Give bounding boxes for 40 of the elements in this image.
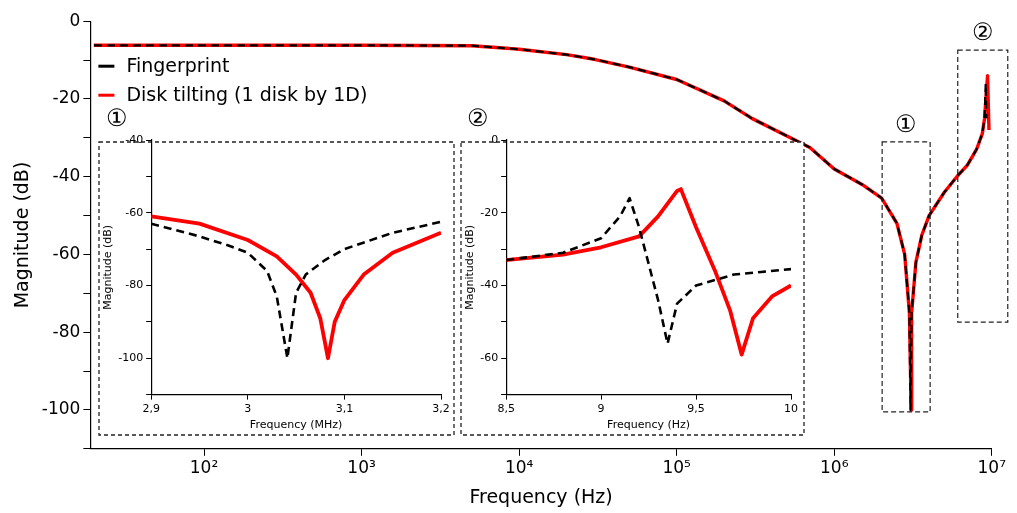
- annotation: ②: [971, 18, 994, 47]
- y-tick-label: -60: [52, 242, 81, 263]
- x-tick-label: 9,5: [687, 402, 705, 416]
- x-tick-label: 3,1: [335, 402, 354, 416]
- y-tick-label: -60: [125, 205, 144, 219]
- y-tick-label: -20: [480, 205, 499, 219]
- x-tick-label: 10²: [189, 457, 219, 478]
- y-tick-label: -40: [52, 165, 81, 186]
- y-tick-label: 0: [69, 9, 81, 30]
- x-tick-label: 10: [784, 402, 798, 416]
- y-axis-title: Magnitude (dB): [10, 161, 33, 309]
- y-axis-title: Magnitude (dB): [463, 224, 477, 310]
- x-tick-label: 10⁶: [820, 457, 849, 478]
- annotation: ①: [895, 110, 918, 139]
- x-tick-label: 3,2: [432, 402, 450, 416]
- y-tick-label: -100: [118, 351, 144, 365]
- y-tick-label: -80: [125, 278, 144, 292]
- legend-label: Fingerprint: [126, 54, 230, 77]
- y-tick-label: -100: [41, 398, 81, 419]
- x-tick-label: 9: [597, 402, 605, 416]
- x-tick-label: 2,9: [142, 402, 160, 416]
- annotation: ①: [105, 103, 128, 132]
- x-tick-label: 10⁵: [662, 457, 691, 478]
- x-tick-label: 10⁷: [977, 457, 1007, 478]
- y-tick-label: -20: [52, 87, 81, 108]
- x-axis-title: Frequency (Hz): [469, 484, 613, 507]
- y-axis-title: Magnitude (dB): [101, 224, 115, 310]
- x-axis-title: Frequency (MHz): [249, 418, 343, 432]
- x-tick-label: 8,5: [497, 402, 515, 416]
- x-tick-label: 10⁴: [504, 457, 534, 478]
- y-tick-label: -40: [125, 132, 144, 146]
- y-tick-label: -60: [480, 351, 499, 365]
- y-tick-label: 0: [491, 132, 499, 146]
- y-tick-label: -80: [52, 320, 81, 341]
- x-axis-title: Frequency (Hz): [607, 418, 691, 432]
- legend-label: Disk tilting (1 disk by 1D): [126, 83, 368, 106]
- y-tick-label: -40: [480, 278, 499, 292]
- x-tick-label: 10³: [347, 457, 376, 478]
- annotation: ②: [466, 103, 489, 132]
- x-tick-label: 3: [244, 402, 252, 416]
